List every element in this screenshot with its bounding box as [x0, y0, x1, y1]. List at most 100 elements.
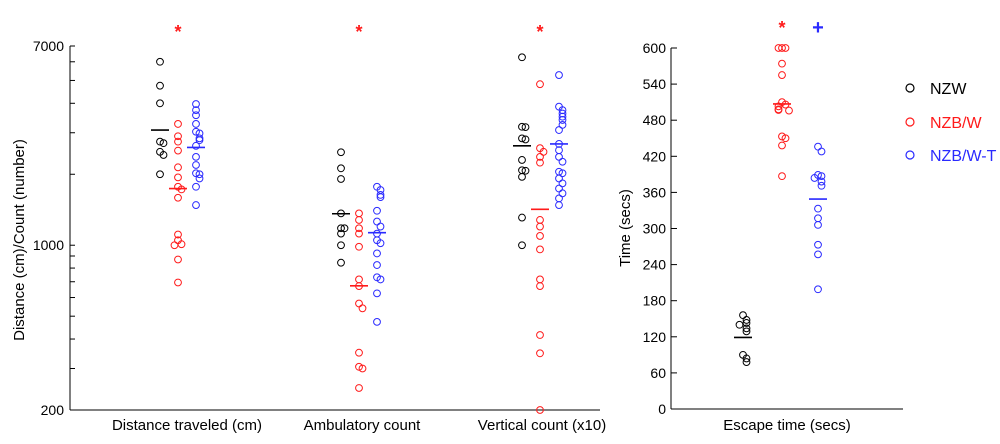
legend-label-nzbw-t: NZB/W-T [930, 148, 997, 165]
data-point [778, 59, 786, 68]
series-nzw-vertical-count-x10 [513, 53, 531, 250]
data-point [355, 384, 363, 392]
data-point [156, 57, 164, 66]
left-panel: Distance (cm)/Count (number) Distance tr… [11, 22, 606, 434]
y-tick-label-480: 480 [643, 112, 667, 128]
legend-marker-nzbw-t [905, 150, 915, 160]
data-point [817, 172, 826, 181]
data-point [774, 106, 783, 114]
data-point [355, 275, 363, 284]
data-point [192, 141, 200, 150]
data-point [337, 148, 345, 157]
data-point [195, 136, 204, 145]
data-point [739, 311, 747, 320]
data-point [555, 152, 563, 161]
data-point [355, 229, 363, 238]
data-point [774, 44, 783, 52]
data-point [518, 122, 526, 131]
data-point [536, 349, 544, 358]
right-y-axis-title: Time (secs) [617, 189, 634, 267]
data-point [337, 229, 345, 238]
x-label-distance: Distance traveled (cm) [112, 417, 262, 434]
data-point [156, 170, 164, 179]
series-nzb-w-t-distance-traveled-cm [187, 100, 205, 209]
significance-asterisk: * [355, 22, 362, 42]
y-tick-label-240: 240 [643, 257, 667, 273]
data-point [536, 80, 544, 89]
data-point [742, 354, 751, 363]
y-tick-label-600: 600 [643, 40, 667, 56]
data-point [373, 289, 381, 298]
y-tick-label-120: 120 [643, 329, 667, 345]
data-point [156, 137, 164, 146]
data-point [742, 316, 751, 324]
x-label-vertical: Vertical count (x10) [478, 417, 606, 434]
data-point [159, 139, 168, 148]
legend-item-nzw: NZW [905, 81, 967, 98]
data-point [817, 181, 826, 190]
data-point [778, 172, 786, 181]
data-point [742, 324, 751, 333]
data-point [558, 169, 567, 178]
data-point [355, 216, 363, 224]
y-tick-label-360: 360 [643, 184, 667, 200]
data-point [192, 120, 200, 128]
data-point [521, 135, 530, 144]
data-point [558, 157, 567, 166]
data-point [373, 217, 381, 226]
data-point [192, 169, 200, 178]
legend-item-nzbw: NZB/W [905, 115, 982, 132]
legend: NZW NZB/W NZB/W-T [905, 81, 997, 165]
data-point [192, 161, 200, 169]
data-point [817, 177, 826, 186]
data-point [555, 71, 563, 79]
y-tick-label-0: 0 [658, 401, 666, 417]
data-point [735, 320, 744, 329]
data-point [558, 120, 567, 129]
data-point [174, 278, 182, 287]
legend-label-nzw: NZW [930, 81, 967, 98]
data-point [778, 141, 786, 150]
series-nzb-w-vertical-count-x10 [531, 80, 549, 414]
data-point [358, 304, 367, 313]
y-tick-label-200: 200 [41, 402, 65, 418]
data-point [337, 241, 345, 250]
data-point [174, 173, 182, 182]
data-point [742, 327, 751, 336]
data-point [518, 172, 526, 181]
legend-label-nzbw: NZB/W [930, 115, 982, 132]
data-point [358, 364, 367, 373]
data-point [536, 331, 544, 339]
series-nzb-w-t-vertical-count-x10 [550, 71, 568, 209]
data-point [174, 193, 182, 202]
data-point [373, 206, 381, 215]
data-point [814, 204, 822, 213]
right-panel: Time (secs) Escape time (secs) 0 60 120 180… [617, 17, 903, 434]
data-point [159, 151, 168, 159]
data-point [558, 179, 567, 188]
data-point [192, 106, 200, 115]
data-point [521, 123, 530, 132]
data-point [536, 232, 544, 240]
data-point [536, 222, 544, 231]
data-point [177, 185, 186, 194]
data-point [376, 190, 385, 199]
data-point [814, 220, 822, 229]
y-tick-label-540: 540 [643, 76, 667, 92]
data-point [774, 102, 783, 111]
data-point [555, 174, 563, 183]
data-point [192, 152, 200, 161]
data-point [355, 348, 363, 357]
data-point [174, 146, 182, 155]
data-point [814, 285, 822, 294]
y-tick-label-300: 300 [643, 221, 667, 237]
plus-marker: + [812, 17, 824, 39]
data-point [536, 275, 544, 284]
data-point [814, 240, 822, 249]
series-nzb-w-t-ambulatory-count [368, 182, 386, 326]
data-point [174, 132, 182, 141]
data-point [355, 224, 363, 233]
series-nzw-escape-time-secs [734, 311, 752, 366]
series-nzb-w-escape-time-secs [773, 44, 793, 181]
